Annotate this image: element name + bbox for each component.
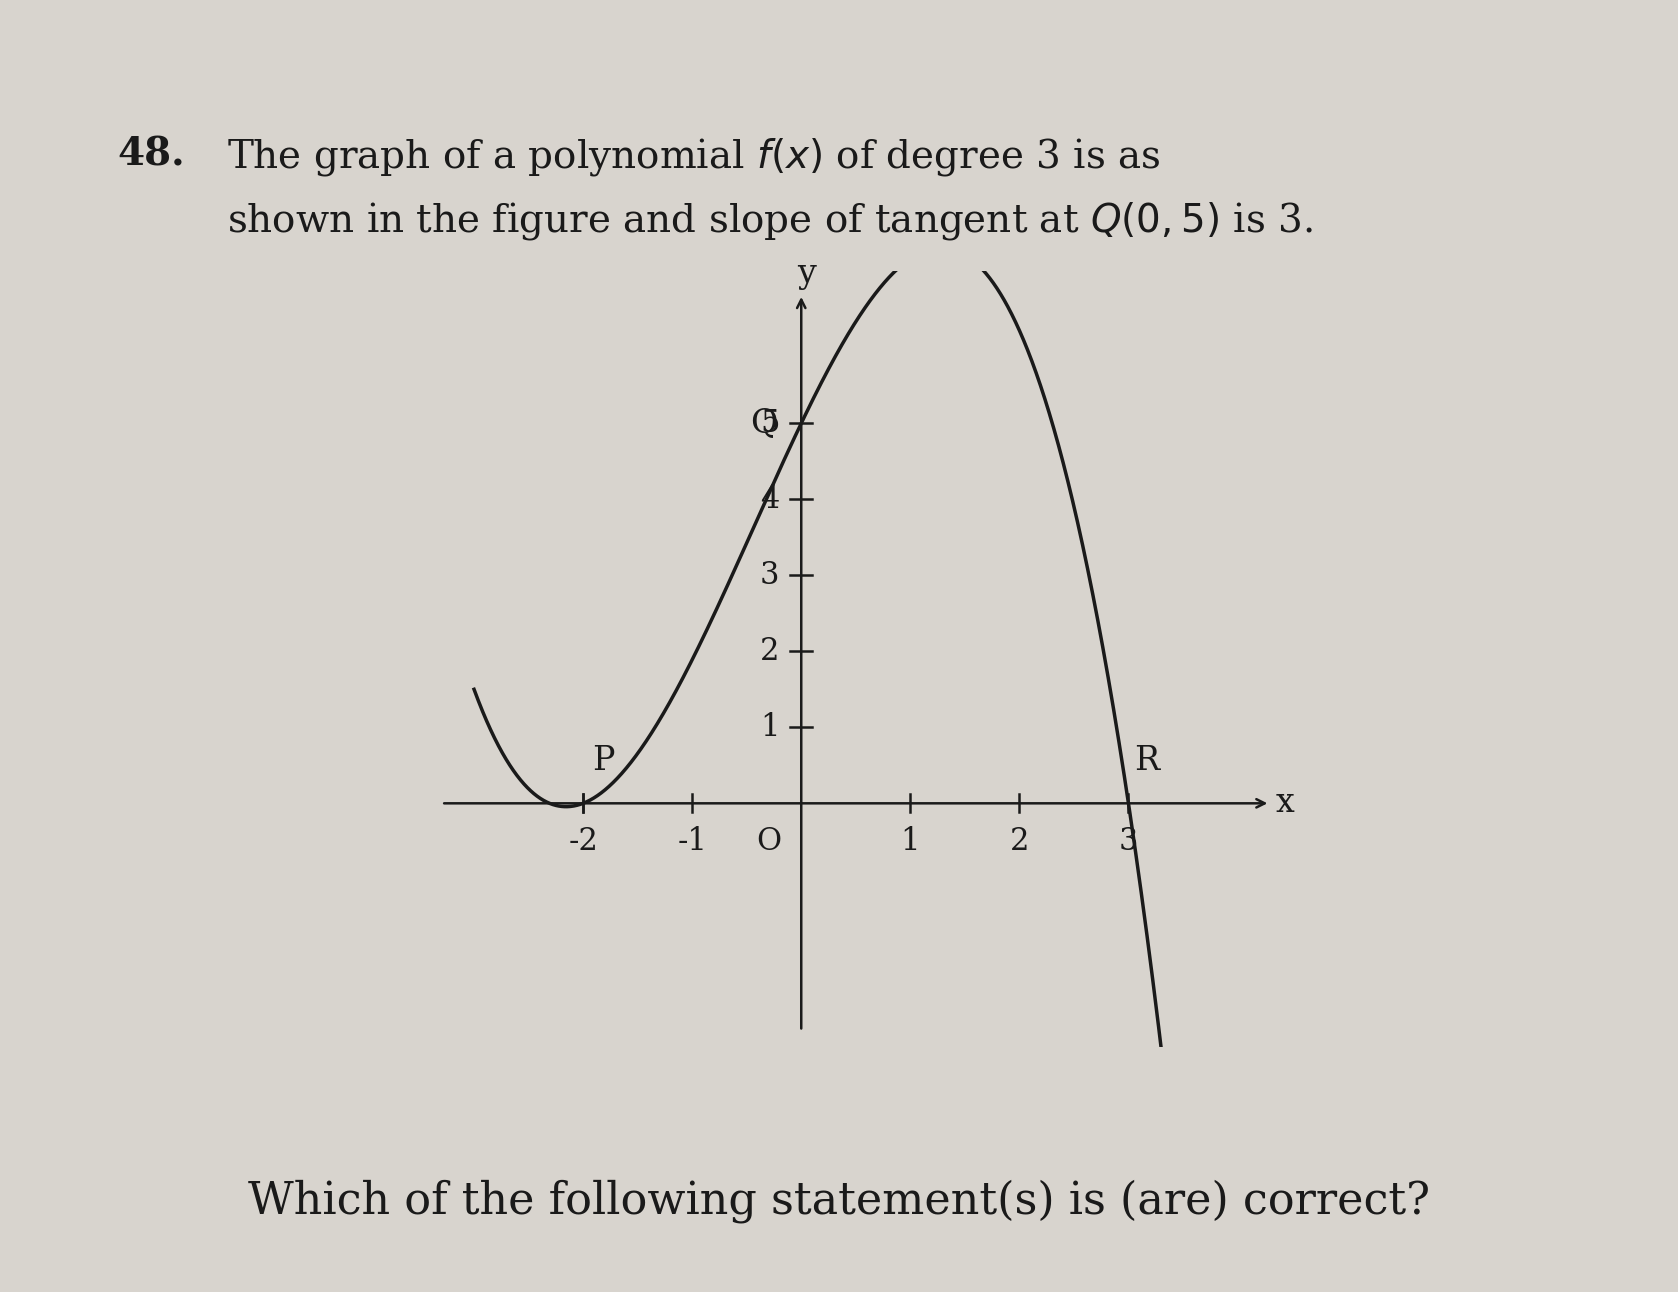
Text: 2: 2 bbox=[1010, 826, 1029, 857]
Text: P: P bbox=[592, 744, 614, 776]
Text: The graph of a polynomial $f(x)$ of degree 3 is as: The graph of a polynomial $f(x)$ of degr… bbox=[227, 136, 1159, 178]
Text: O: O bbox=[757, 826, 782, 857]
Text: 4: 4 bbox=[760, 483, 779, 514]
Text: 48.: 48. bbox=[117, 136, 185, 173]
Text: 2: 2 bbox=[760, 636, 779, 667]
Text: 5: 5 bbox=[760, 408, 779, 439]
Text: 1: 1 bbox=[760, 712, 779, 743]
Text: 3: 3 bbox=[760, 559, 779, 590]
Text: R: R bbox=[1134, 744, 1159, 776]
Text: Q: Q bbox=[750, 407, 777, 439]
Text: x: x bbox=[1275, 787, 1294, 819]
Text: -2: -2 bbox=[569, 826, 597, 857]
Text: 1: 1 bbox=[901, 826, 920, 857]
Text: Which of the following statement(s) is (are) correct?: Which of the following statement(s) is (… bbox=[248, 1180, 1430, 1224]
Text: shown in the figure and slope of tangent at $Q(0, 5)$ is 3.: shown in the figure and slope of tangent… bbox=[227, 200, 1312, 243]
Text: -1: -1 bbox=[678, 826, 706, 857]
Text: y: y bbox=[797, 258, 816, 291]
Text: 3: 3 bbox=[1119, 826, 1138, 857]
